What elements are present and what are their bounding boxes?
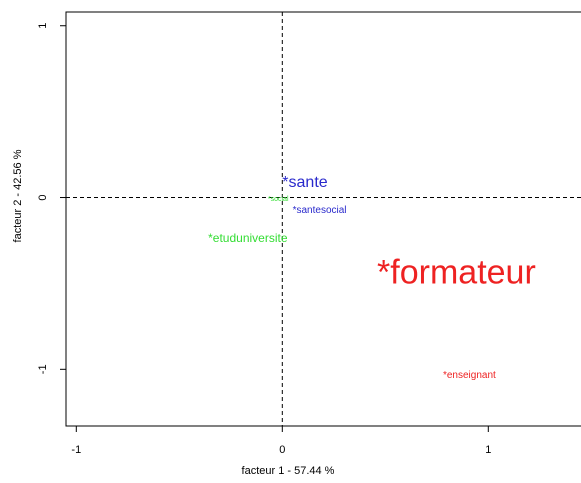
y-axis-label: facteur 2 - 42.56 % <box>12 149 24 242</box>
x-tick-label: -1 <box>71 444 81 456</box>
point-label: *social <box>268 196 289 203</box>
y-tick-label: 0 <box>37 194 49 200</box>
plot-area: -1 0 1 -1 0 1 *sante *social *santesocial *etudun… <box>37 11 581 456</box>
x-tick-label: 0 <box>279 444 285 456</box>
y-tick-label: -1 <box>37 364 49 374</box>
point-label: *formateur <box>377 253 536 291</box>
point-label: *santesocial <box>293 205 347 216</box>
x-tick-label: 1 <box>485 444 491 456</box>
point-label: *sante <box>282 174 327 191</box>
plot-frame <box>65 11 581 427</box>
point-label: *enseignant <box>443 370 496 381</box>
x-axis-label: facteur 1 - 57.44 % <box>242 465 335 477</box>
y-tick-label: 1 <box>37 23 49 29</box>
point-label: *etuduniversite <box>208 231 288 245</box>
